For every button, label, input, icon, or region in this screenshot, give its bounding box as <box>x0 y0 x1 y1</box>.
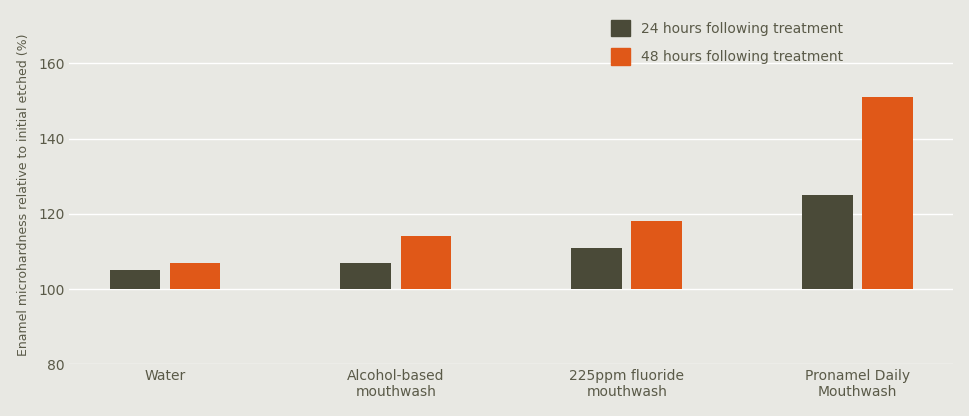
Bar <box>631 221 681 289</box>
Bar <box>571 248 621 289</box>
Bar <box>170 263 220 289</box>
Bar <box>801 195 852 289</box>
Legend: 24 hours following treatment, 48 hours following treatment: 24 hours following treatment, 48 hours f… <box>606 16 847 69</box>
Y-axis label: Enamel microhardness relative to initial etched (%): Enamel microhardness relative to initial… <box>16 34 30 356</box>
Bar <box>861 97 912 289</box>
Bar <box>109 270 160 289</box>
Bar <box>340 263 391 289</box>
Bar <box>400 236 451 289</box>
